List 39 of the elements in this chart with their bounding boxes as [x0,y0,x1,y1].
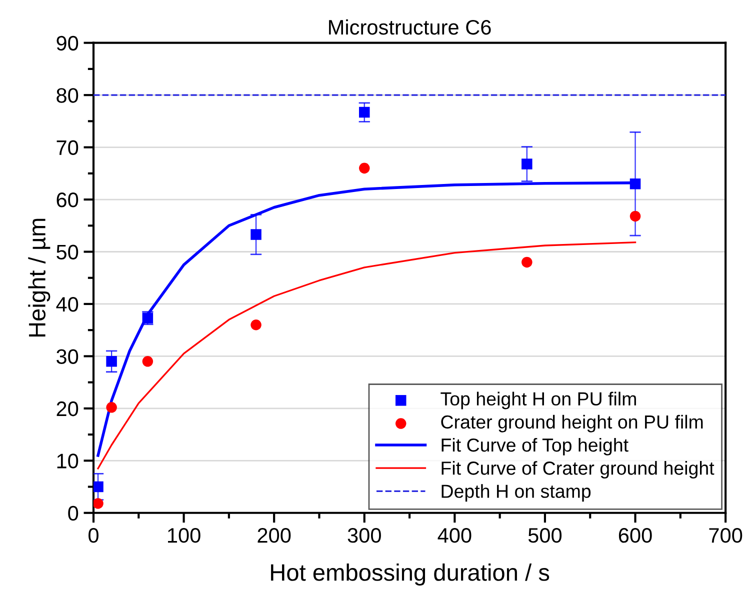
y-tick-label: 0 [68,506,78,521]
point [250,319,262,330]
point [250,229,262,240]
point [106,402,117,413]
x-tick-label: 700 [709,528,742,543]
point [142,356,154,367]
x-axis-title: Hot embossing duration / s [271,564,550,586]
point [94,481,104,492]
point [359,106,370,118]
point [630,178,641,190]
x-tick-label: 300 [348,528,381,543]
chart-title: Microstructure C6 [329,19,491,35]
x-tick-label: 600 [618,528,652,543]
legend-label: Crater ground height on PU film [441,414,703,432]
y-tick-label: 80 [56,88,78,103]
y-tick-label: 60 [56,192,78,208]
point [359,162,370,174]
point [106,356,117,367]
x-tick-label: 200 [258,528,291,543]
legend-label: Fit Curve of Top height [442,438,628,456]
x-tick-label: 400 [438,528,472,543]
y-tick-label: 30 [56,349,78,364]
y-tick-label: 50 [56,244,78,260]
x-tick-label: 500 [528,528,562,543]
legend-label: Top height H on PU film [440,392,636,410]
y-tick-label: 90 [56,36,78,51]
point [522,256,532,268]
legend-label: Fit Curve of Crater ground height [442,461,714,479]
y-tick-label: 20 [56,401,78,416]
y-tick-label: 40 [56,296,78,312]
point [94,498,104,509]
x-tick-label: 100 [168,528,200,543]
y-axis-title: Height / µm [28,218,50,337]
legend-label: Depth H on stamp [442,484,591,502]
y-tick-label: 70 [56,140,78,156]
x-tick-label: 0 [88,528,98,543]
point [522,158,532,170]
point [630,210,641,222]
y-tick-label: 10 [57,454,78,468]
